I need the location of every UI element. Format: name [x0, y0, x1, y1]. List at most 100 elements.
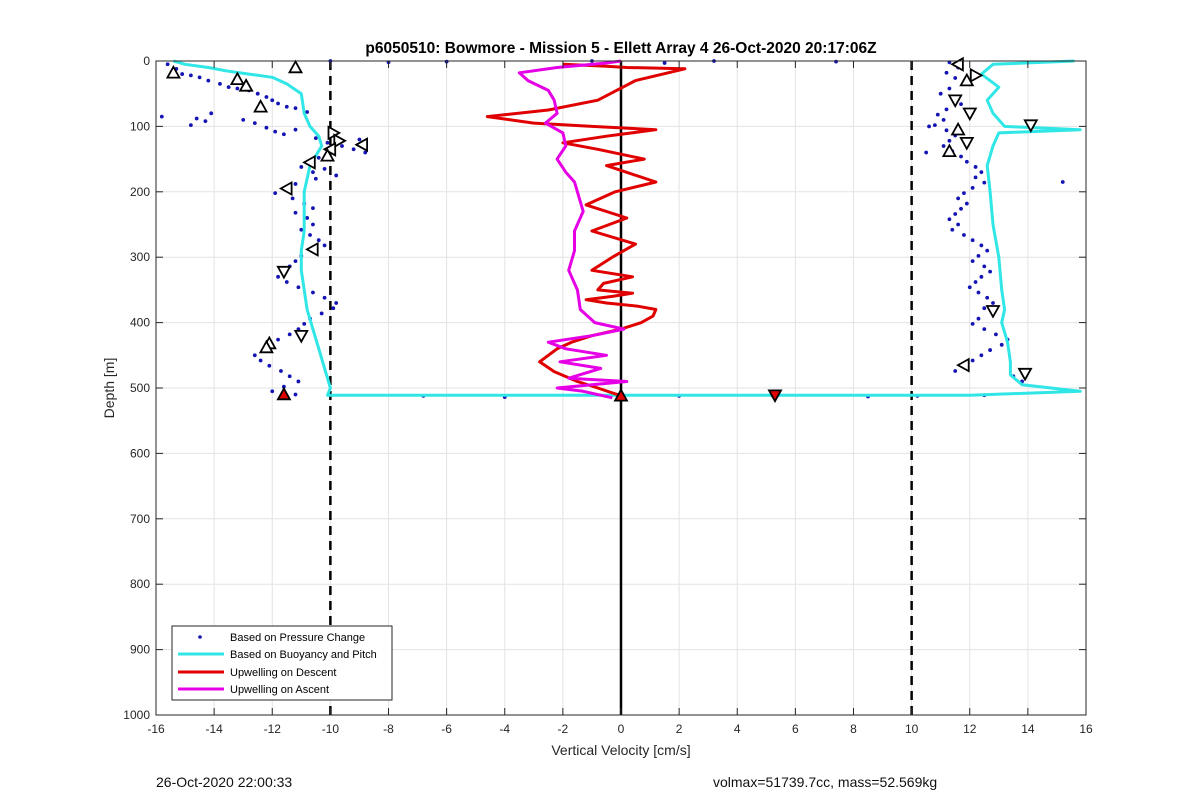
- x-tick-label: -14: [205, 722, 223, 736]
- marker-triangle-up: [276, 386, 292, 401]
- pressure-point: [944, 128, 949, 133]
- pressure-point: [947, 217, 952, 222]
- marker-triangle-up: [253, 98, 269, 113]
- pressure-point: [956, 196, 961, 201]
- pressure-point: [276, 337, 280, 342]
- pressure-point: [938, 91, 943, 96]
- pressure-point: [834, 59, 838, 64]
- series-lines: [172, 59, 1082, 400]
- marker-triangle-down: [947, 94, 963, 109]
- pressure-point: [311, 170, 315, 175]
- pressure-point: [985, 295, 990, 300]
- pressure-point: [927, 124, 931, 129]
- pressure-point: [944, 107, 949, 112]
- pressure-point: [970, 358, 975, 363]
- pressure-point: [293, 127, 298, 132]
- pressure-point: [159, 114, 164, 119]
- pressure-point: [334, 173, 339, 178]
- pressure-point: [322, 167, 327, 171]
- pressure-point: [351, 147, 356, 152]
- pressure-point: [284, 280, 289, 284]
- pressure-point: [970, 259, 975, 264]
- x-tick-label: -10: [322, 722, 340, 736]
- pressure-point: [188, 73, 193, 78]
- pressure-point: [982, 180, 987, 185]
- legend-item-buoyancy: Based on Buoyancy and Pitch: [178, 649, 377, 661]
- pressure-point: [988, 348, 992, 352]
- legend-item-pressure: Based on Pressure Change: [198, 632, 365, 644]
- pressure-point: [241, 117, 246, 122]
- marker-triangle-down: [293, 329, 309, 344]
- y-tick-label: 1000: [123, 708, 150, 722]
- x-tick-label: 2: [676, 722, 683, 736]
- buoyancy-line: [172, 59, 1082, 397]
- x-tick-label: -16: [147, 722, 165, 736]
- pressure-point: [973, 280, 978, 284]
- ticks: -16 -14 -12 -10 -8 -6 -4 -2 0 2 4 6 8 10 12 14 16 0 100 200…: [123, 54, 1093, 736]
- x-tick-label: 12: [963, 722, 977, 736]
- pressure-point: [264, 125, 269, 130]
- pressure-point: [316, 155, 321, 160]
- pressure-scatter: [159, 59, 1065, 400]
- y-tick-label: 200: [130, 185, 150, 199]
- marker-triangle-up: [165, 64, 181, 79]
- pressure-point: [209, 111, 214, 116]
- pressure-point: [252, 121, 257, 126]
- pressure-point: [299, 165, 304, 169]
- y-tick-label: 700: [130, 512, 150, 526]
- legend-item-descent: Upwelling on Descent: [178, 667, 336, 679]
- marker-triangle-down: [276, 265, 292, 280]
- pressure-point: [979, 274, 984, 279]
- marker-triangle-up: [613, 387, 629, 402]
- pressure-point: [924, 150, 929, 155]
- pressure-point: [982, 306, 987, 311]
- pressure-point: [363, 150, 368, 155]
- pressure-point: [985, 248, 990, 253]
- y-tick-label: 300: [130, 250, 150, 264]
- pressure-point: [311, 222, 315, 227]
- y-tick-label: 800: [130, 577, 150, 591]
- pressure-point: [947, 86, 952, 91]
- x-tick-label: 16: [1079, 722, 1093, 736]
- pressure-point: [935, 112, 940, 117]
- descent-line: [485, 62, 687, 398]
- y-tick-label: 900: [130, 643, 150, 657]
- pressure-point: [206, 78, 211, 83]
- pressure-point: [281, 132, 286, 137]
- marker-triangle-left: [956, 357, 970, 373]
- pressure-point: [273, 129, 278, 134]
- legend-label-pressure: Based on Pressure Change: [230, 632, 365, 644]
- pressure-point: [973, 165, 978, 169]
- pressure-point: [308, 233, 312, 237]
- marker-triangle-down: [959, 136, 975, 151]
- pressure-point: [296, 285, 301, 290]
- pressure-point: [982, 264, 987, 269]
- pressure-point: [290, 196, 295, 201]
- chart-title: p6050510: Bowmore - Mission 5 - Ellett A…: [365, 40, 877, 57]
- pressure-point: [276, 101, 280, 106]
- pressure-point: [322, 295, 327, 300]
- pressure-point: [316, 238, 321, 243]
- marker-triangle-up: [941, 143, 957, 158]
- pressure-point: [188, 123, 193, 127]
- x-tick-label: -6: [441, 722, 452, 736]
- marker-triangle-up: [229, 71, 245, 85]
- marker-triangle-left: [305, 241, 319, 257]
- pressure-point: [226, 85, 231, 90]
- legend-swatch-pressure: [198, 635, 202, 639]
- pressure-point: [319, 311, 324, 316]
- pressure-point: [959, 154, 963, 159]
- pressure-point: [334, 301, 339, 305]
- x-tick-label: 4: [734, 722, 741, 736]
- pressure-point: [325, 140, 330, 145]
- pressure-point: [976, 316, 981, 321]
- pressure-point: [180, 72, 185, 76]
- y-tick-label: 400: [130, 316, 150, 330]
- pressure-point: [302, 322, 307, 326]
- pressure-point: [322, 243, 327, 248]
- pressure-point: [284, 104, 289, 109]
- markers: [165, 56, 1039, 404]
- y-tick-label: 500: [130, 381, 150, 395]
- pressure-point: [970, 322, 975, 326]
